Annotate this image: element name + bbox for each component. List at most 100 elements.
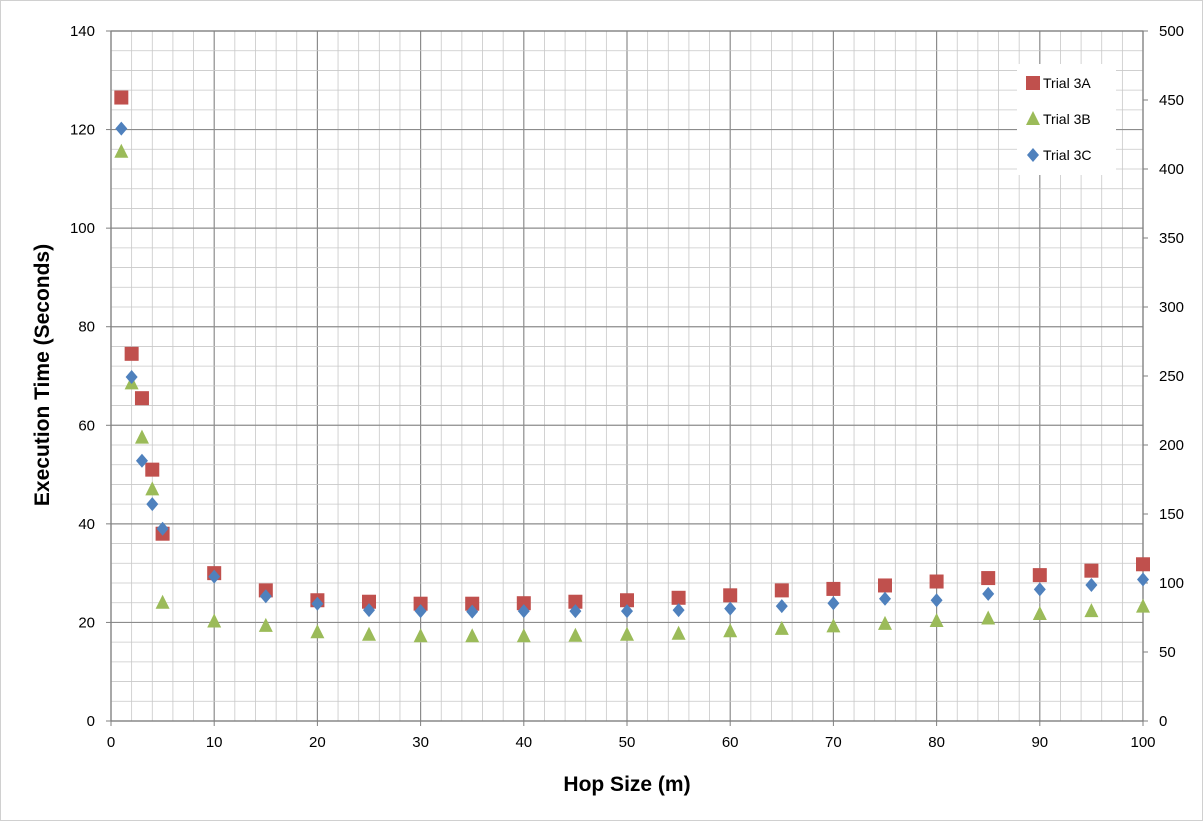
legend: Trial 3A Trial 3B Trial 3C [1017,64,1116,175]
y2-tick-label: 100 [1159,575,1184,592]
y2-tick-label: 450 [1159,92,1184,109]
y-tick-label: 100 [70,220,95,237]
y2-tick-label: 350 [1159,230,1184,247]
data-point [569,604,582,619]
data-point [125,369,138,384]
data-point [146,497,159,512]
x-tick-label: 90 [1031,734,1048,751]
x-tick-label: 0 [107,734,115,751]
x-tick-label: 10 [206,734,223,751]
data-point [672,603,685,618]
data-point [466,604,479,619]
series-trial-3b [114,143,1150,643]
data-point [414,604,427,619]
data-point [620,593,634,608]
data-point [516,628,531,643]
data-point [362,626,376,641]
data-point [1136,598,1150,613]
y-tick-label: 140 [70,23,95,40]
data-point [1137,572,1149,587]
x-tick-label: 20 [309,734,326,751]
tick-labels: 0 10 20 30 40 50 60 70 80 90 100 0 20 40 60 80 100 120 140… [70,23,1184,751]
data-point [311,596,324,611]
data-point [465,628,480,643]
x-tick-label: 60 [722,734,739,751]
data-point [723,623,738,638]
y2-tick-label: 200 [1159,437,1184,454]
data-point [826,618,841,633]
y-tick-label: 0 [87,713,95,730]
x-tick-label: 30 [412,734,429,751]
y2-tick-label: 50 [1159,644,1176,661]
data-point [258,617,273,632]
data-point [878,615,892,630]
data-point [982,586,995,601]
data-point [1084,603,1099,618]
y-tick-label: 20 [78,614,95,631]
data-point [135,453,148,468]
y2-tick-label: 500 [1159,23,1184,40]
data-point [723,588,738,603]
y2-tick-label: 250 [1159,368,1184,385]
y-tick-label: 80 [78,319,95,336]
y-axis-title: Execution Time (Seconds) [31,244,54,506]
data-point [208,569,221,584]
legend-marker [1026,111,1040,125]
data-point [1032,568,1047,583]
data-point [362,594,376,609]
legend-label: Trial 3C [1043,147,1092,163]
data-point [259,589,272,604]
y2-tick-label: 300 [1159,299,1184,316]
data-point [1085,577,1098,592]
data-point [1084,563,1099,578]
series-trial-3c [115,121,1149,619]
data-point [981,610,996,625]
y-tick-label: 40 [78,516,95,533]
data-point [878,578,892,593]
data-point [145,481,160,496]
y2-tick-label: 150 [1159,506,1184,523]
y-tick-label: 120 [70,122,95,139]
x-tick-label: 80 [928,734,945,751]
data-point [929,574,944,589]
y-tick-label: 60 [78,417,95,434]
data-point [114,143,129,158]
data-points [114,90,1150,643]
y2-tick-label: 400 [1159,161,1184,178]
data-point [363,603,375,618]
data-point [774,620,789,635]
data-point [724,601,737,616]
data-point [1032,606,1047,621]
data-point [879,591,891,606]
data-point [930,593,943,608]
x-axis-title: Hop Size (m) [563,773,690,796]
x-tick-label: 50 [619,734,636,751]
data-point [1033,582,1046,597]
legend-label: Trial 3B [1043,111,1091,127]
data-point [413,596,428,611]
data-point [671,590,686,605]
data-point [310,624,325,639]
data-point [981,571,996,586]
data-point [413,628,428,643]
data-point [114,90,129,105]
data-point [134,391,149,406]
data-point [620,626,634,641]
data-point [155,594,170,609]
data-point [775,599,788,614]
data-point [156,521,169,536]
data-point [145,462,160,477]
data-point [124,346,139,361]
x-tick-label: 40 [515,734,532,751]
x-tick-label: 70 [825,734,842,751]
y2-tick-label: 0 [1159,713,1167,730]
legend-label: Trial 3A [1043,75,1091,91]
axes [106,30,1148,726]
data-point [207,613,222,628]
data-point [516,596,531,611]
data-point [826,581,841,596]
data-point [134,429,149,444]
